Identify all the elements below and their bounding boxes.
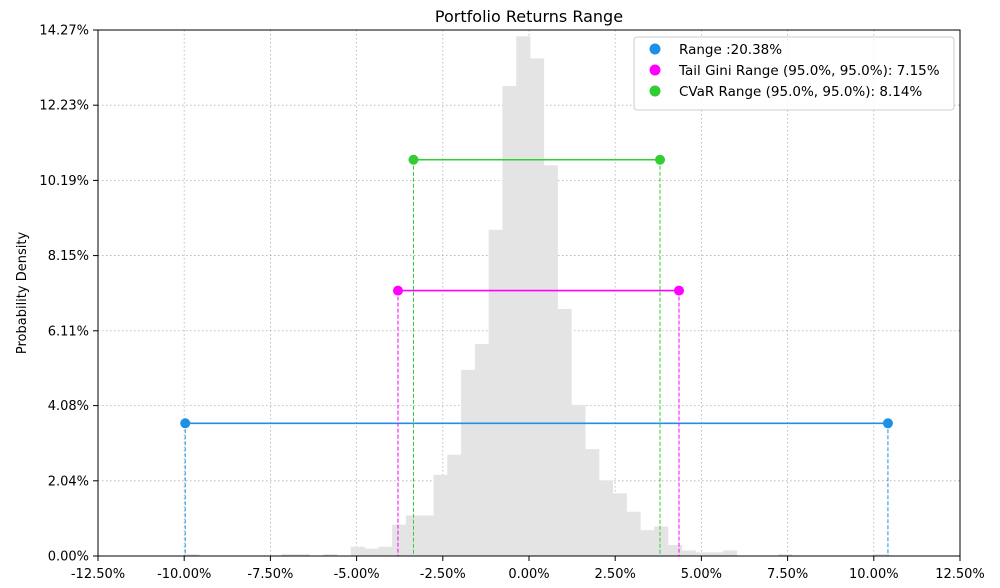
histogram-bar — [364, 548, 379, 556]
legend-box — [633, 36, 955, 111]
histogram-bar — [681, 550, 696, 556]
histogram-bar — [474, 344, 489, 556]
legend-marker — [649, 43, 661, 55]
histogram-bar — [323, 554, 338, 556]
histogram-bar — [640, 530, 655, 556]
range-endpoint — [180, 418, 191, 429]
histogram-bar — [447, 454, 462, 556]
histogram-bar — [405, 515, 420, 556]
legend: Range :20.38% Tail Gini Range (95.0%, 95.… — [633, 36, 955, 111]
legend-marker — [649, 85, 661, 97]
x-tick-label: -5.00% — [334, 567, 380, 582]
x-tick-label: -7.50% — [247, 567, 293, 582]
y-tick-label: 10.19% — [39, 174, 89, 189]
legend-marker — [649, 64, 661, 76]
y-tick-label: 8.15% — [48, 249, 89, 264]
histogram-bar — [543, 165, 558, 557]
y-axis-label: Probability Density — [15, 232, 30, 355]
x-tick-label: 2.50% — [595, 567, 636, 582]
histogram-bar — [516, 36, 531, 556]
x-tick-label: 12.50% — [935, 567, 985, 582]
histogram-bar — [557, 309, 572, 556]
histogram-bar — [378, 546, 393, 556]
y-tick-label: 6.11% — [48, 324, 89, 339]
histogram-bar — [530, 58, 545, 556]
histogram-bar — [433, 474, 448, 556]
histogram-bar — [723, 550, 738, 556]
histogram-bar — [571, 404, 586, 556]
y-tick-label: 0.00% — [48, 550, 89, 565]
x-tick-label: -12.50% — [71, 567, 125, 582]
histogram-bars — [185, 36, 889, 557]
range-endpoint — [392, 285, 403, 296]
histogram-bar — [585, 449, 600, 556]
histogram-bar — [281, 554, 296, 556]
y-tick-label: 14.27% — [39, 24, 89, 39]
x-tick-label: 5.00% — [681, 567, 722, 582]
histogram-bar — [350, 546, 365, 556]
legend-label: CVaR Range (95.0%, 95.0%): 8.14% — [679, 84, 922, 100]
histogram-bar — [461, 369, 476, 556]
y-tick-label: 12.23% — [39, 99, 89, 114]
histogram-bar — [185, 554, 200, 556]
histogram-bar — [667, 544, 683, 556]
legend-label: Range :20.38% — [679, 42, 782, 58]
y-axis-ticks: 0.00% 2.04% 4.08% 6.11% 8.15% 10.19% 12.23% 14.… — [39, 24, 98, 565]
histogram-bar — [392, 524, 407, 556]
x-tick-label: -10.00% — [157, 567, 211, 582]
histogram-bar — [695, 552, 710, 556]
range-endpoint — [408, 154, 419, 165]
y-tick-label: 2.04% — [48, 474, 89, 489]
histogram-bar — [778, 554, 793, 556]
x-axis-ticks: -12.50% -10.00% -7.50% -5.00% -2.50% 0.00% 2.5… — [71, 556, 985, 582]
histogram-bar — [874, 554, 889, 556]
range-endpoint — [882, 418, 893, 429]
histogram-bar — [488, 229, 503, 556]
x-tick-label: 7.50% — [767, 567, 808, 582]
histogram-bar — [626, 511, 641, 556]
histogram-bar — [612, 493, 627, 556]
legend-label: Tail Gini Range (95.0%, 95.0%): 7.15% — [678, 63, 940, 79]
histogram-bar — [502, 86, 517, 557]
range-series — [180, 154, 893, 556]
range-endpoint — [655, 154, 666, 165]
histogram-bar — [654, 526, 669, 556]
range-endpoint — [673, 285, 684, 296]
x-tick-label: 0.00% — [508, 567, 549, 582]
histogram-bar — [295, 554, 310, 556]
x-tick-label: -2.50% — [420, 567, 466, 582]
histogram-bar — [419, 515, 434, 556]
x-tick-label: 10.00% — [849, 567, 899, 582]
chart-title: Portfolio Returns Range — [435, 7, 623, 26]
histogram-bar — [598, 480, 614, 556]
histogram-bar — [709, 552, 724, 556]
y-tick-label: 4.08% — [48, 399, 89, 414]
